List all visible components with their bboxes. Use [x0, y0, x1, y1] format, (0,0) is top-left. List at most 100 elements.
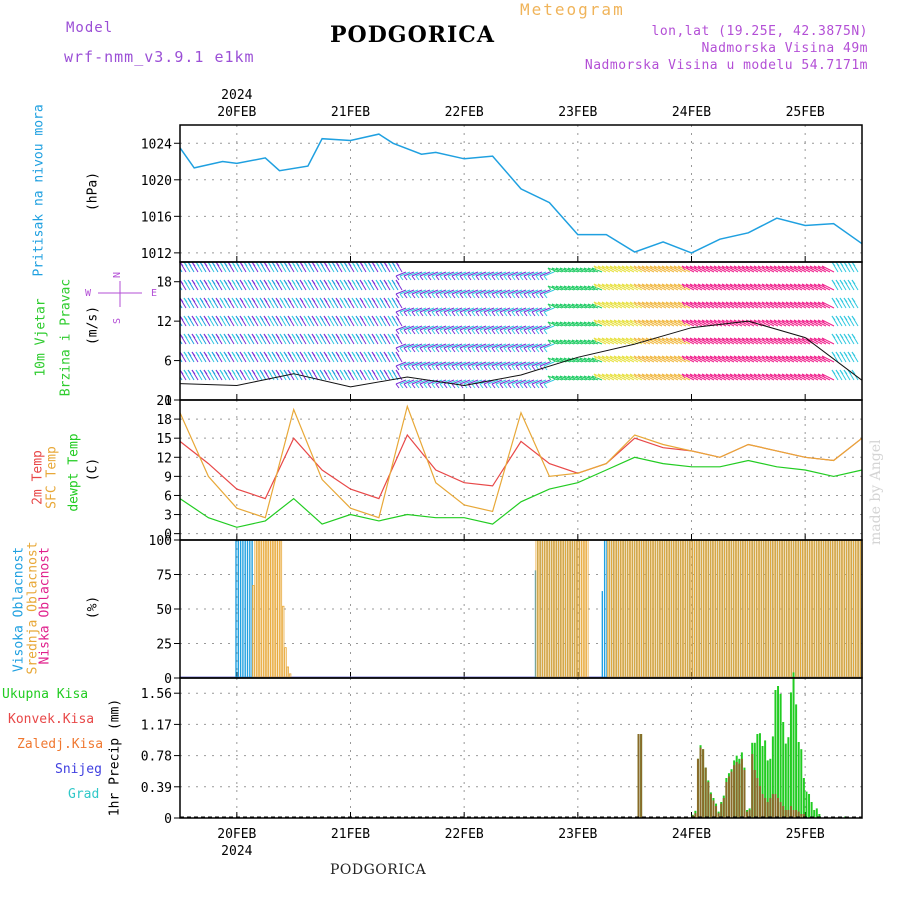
wind-barb-flag: [835, 369, 840, 375]
wind-barb: [407, 325, 419, 331]
wind-barb: [519, 343, 531, 349]
wind-barb-flag: [295, 279, 300, 285]
wind-barb-flag: [419, 311, 424, 317]
wind-barb-flag: [251, 279, 256, 285]
wind-barb-flag: [817, 319, 822, 325]
wind-barb-flag: [733, 373, 738, 379]
wind-barb: [519, 307, 531, 313]
wind-barb-flag: [559, 285, 564, 291]
wind-barb-flag: [801, 337, 806, 343]
precip-bar-total: [756, 734, 759, 818]
wind-barb: [415, 379, 427, 385]
wind-barb-flag: [187, 369, 192, 375]
wind-barb: [543, 289, 555, 295]
wind-barb-flag: [821, 265, 826, 271]
wind-barb: [507, 289, 519, 295]
wind-barb-flag: [801, 301, 806, 307]
wind-barb-flag: [327, 351, 332, 357]
wind-barb-flag: [427, 293, 432, 299]
wind-barb-flag: [789, 337, 794, 343]
wind-barb-flag: [479, 311, 484, 317]
wind-barb-flag: [753, 283, 758, 289]
wind-barb-flag: [367, 369, 372, 375]
wind-barb-flag: [355, 351, 360, 357]
cloud-bar-mid: [768, 539, 771, 679]
wind-barb-flag: [339, 279, 344, 285]
cloud-bar-high: [242, 540, 244, 678]
wind-barb-flag: [697, 283, 702, 289]
wind-barb: [419, 271, 431, 277]
wind-barb-flag: [363, 297, 368, 303]
wind-barb-flag: [391, 279, 396, 285]
wind-barb: [515, 343, 527, 349]
wind-barb-flag: [721, 355, 726, 361]
wind-barb-flag: [613, 319, 618, 325]
wind-barb-flag: [793, 337, 798, 343]
wind-barb-flag: [677, 337, 682, 343]
wind-barb-flag: [765, 355, 770, 361]
wind-barb-flag: [223, 297, 228, 303]
wind-barb-flag: [745, 355, 750, 361]
wind-barb-flag: [773, 355, 778, 361]
wind-barb-flag: [475, 347, 480, 353]
wind-barb-flag: [547, 285, 552, 291]
wind-barb-flag: [681, 373, 686, 379]
wind-barb-flag: [347, 351, 352, 357]
wind-barb-flag: [757, 283, 762, 289]
wind-barb-flag: [499, 365, 504, 371]
wind-barb: [399, 343, 411, 349]
cloud-bar-mid: [558, 539, 561, 679]
wind-barb-flag: [255, 351, 260, 357]
wind-barb: [527, 289, 539, 295]
cloud-bar-mid: [841, 539, 845, 679]
wind-barb-flag: [685, 283, 690, 289]
wind-barb-flag: [831, 351, 836, 357]
wind-barb-flag: [499, 311, 504, 317]
wind-barb-flag: [511, 293, 516, 299]
wind-barb-flag: [255, 369, 260, 375]
wind-barb-flag: [785, 283, 790, 289]
wind-barb-flag: [701, 265, 706, 271]
wind-barb-flag: [729, 283, 734, 289]
wind-barb-flag: [495, 275, 500, 281]
wind-barb: [415, 289, 427, 295]
wind-barb-flag: [231, 279, 236, 285]
wind-barb-flag: [805, 373, 810, 379]
wind-barb: [435, 307, 447, 313]
wind-barb-flag: [239, 333, 244, 339]
wind-barb: [180, 375, 183, 381]
wind-barb: [539, 271, 551, 277]
cloud-bar-mid: [848, 539, 852, 679]
wind-barb-flag: [713, 283, 718, 289]
wind-barb-flag: [629, 301, 634, 307]
wind-barb-flag: [283, 369, 288, 375]
wind-barb-flag: [379, 351, 384, 357]
wind-barb-flag: [543, 311, 548, 317]
cloud-bar-mid: [641, 539, 644, 679]
temp-line-dew: [179, 456, 863, 528]
cloud-bar-mid: [263, 539, 266, 679]
wind-barb-flag: [551, 339, 556, 345]
wind-barb-flag: [475, 365, 480, 371]
wind-barb: [407, 307, 419, 313]
wind-barb: [471, 325, 483, 331]
wind-barb-flag: [295, 315, 300, 321]
wind-barb-flag: [431, 329, 436, 335]
cloud-bar-mid: [586, 539, 589, 679]
wind-barb: [479, 307, 491, 313]
wind-barb-flag: [669, 283, 674, 289]
wind-barb-flag: [773, 319, 778, 325]
wind-barb-flag: [363, 369, 368, 375]
wind-barb-flag: [511, 311, 516, 317]
wind-barb-flag: [407, 293, 412, 299]
wind-barb-flag: [769, 301, 774, 307]
wind-barb-flag: [319, 297, 324, 303]
wind-barb-flag: [275, 369, 280, 375]
wind-barb: [467, 289, 479, 295]
wind-barb: [407, 289, 419, 295]
wind-barb: [491, 361, 503, 367]
wind-barb-flag: [753, 301, 758, 307]
wind-barb-flag: [761, 265, 766, 271]
wind-barb: [535, 289, 547, 295]
wind-barb-flag: [519, 329, 524, 335]
